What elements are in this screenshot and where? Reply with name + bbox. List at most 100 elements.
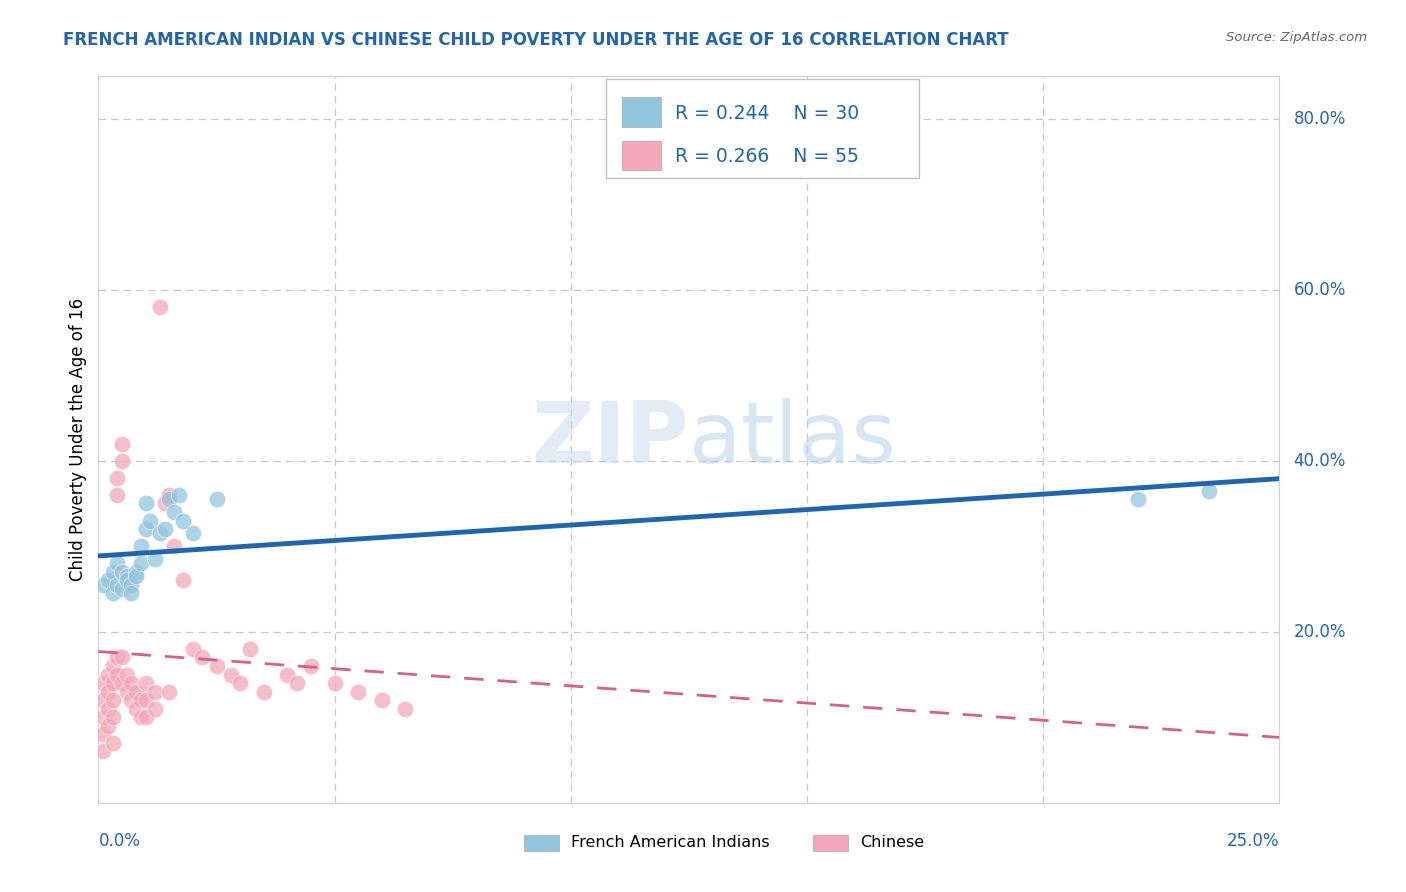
Text: ZIP: ZIP: [531, 398, 689, 481]
Point: [125, 684, 148, 698]
Point: [101, 736, 124, 750]
Point: [181, 641, 204, 656]
Point: [121, 586, 143, 600]
Point: [143, 684, 166, 698]
Point: [253, 684, 276, 698]
Point: [167, 488, 190, 502]
Point: [91, 710, 114, 724]
Point: [97, 702, 120, 716]
Point: [91, 727, 114, 741]
Point: [111, 436, 134, 450]
Point: [115, 684, 138, 698]
Point: [347, 684, 370, 698]
Point: [153, 496, 176, 510]
Point: [135, 693, 157, 707]
Point: [135, 676, 157, 690]
Text: 80.0%: 80.0%: [1294, 110, 1346, 128]
Point: [121, 676, 143, 690]
Y-axis label: Child Poverty Under the Age of 16: Child Poverty Under the Age of 16: [69, 298, 87, 581]
Text: FRENCH AMERICAN INDIAN VS CHINESE CHILD POVERTY UNDER THE AGE OF 16 CORRELATION : FRENCH AMERICAN INDIAN VS CHINESE CHILD …: [63, 31, 1010, 49]
Bar: [813, 835, 848, 851]
Point: [111, 582, 134, 596]
Point: [101, 676, 124, 690]
Point: [121, 578, 143, 592]
Point: [111, 676, 134, 690]
Point: [1198, 483, 1220, 498]
Point: [121, 693, 143, 707]
Point: [1126, 492, 1149, 507]
Point: [135, 496, 157, 510]
Point: [125, 569, 148, 583]
Point: [371, 693, 394, 707]
Point: [157, 684, 180, 698]
Point: [101, 693, 124, 707]
Point: [97, 719, 120, 733]
Text: Source: ZipAtlas.com: Source: ZipAtlas.com: [1226, 31, 1367, 45]
Point: [143, 552, 166, 566]
Point: [97, 684, 120, 698]
Point: [105, 650, 128, 665]
Point: [101, 659, 124, 673]
Point: [181, 526, 204, 541]
Point: [115, 574, 138, 588]
Point: [239, 641, 262, 656]
Point: [105, 578, 128, 592]
Point: [105, 667, 128, 681]
Point: [157, 492, 180, 507]
Point: [135, 522, 157, 536]
Point: [105, 557, 128, 571]
Point: [125, 702, 148, 716]
Text: Chinese: Chinese: [860, 835, 924, 850]
Point: [101, 586, 124, 600]
Text: 25.0%: 25.0%: [1227, 832, 1279, 850]
Point: [115, 667, 138, 681]
Point: [97, 574, 120, 588]
Point: [172, 574, 194, 588]
Point: [101, 710, 124, 724]
Point: [153, 522, 176, 536]
Point: [157, 488, 180, 502]
Point: [205, 659, 228, 673]
Point: [129, 539, 152, 553]
Point: [163, 539, 186, 553]
Point: [149, 526, 172, 541]
Point: [135, 710, 157, 724]
Point: [111, 565, 134, 579]
Point: [191, 650, 214, 665]
Point: [105, 488, 128, 502]
Point: [111, 650, 134, 665]
Bar: [621, 141, 661, 169]
Text: French American Indians: French American Indians: [571, 835, 769, 850]
Point: [276, 667, 298, 681]
Text: 0.0%: 0.0%: [98, 832, 141, 850]
Point: [139, 514, 162, 528]
Text: R = 0.244    N = 30: R = 0.244 N = 30: [675, 104, 859, 123]
Point: [205, 492, 228, 507]
Bar: [621, 97, 661, 127]
Bar: [523, 835, 560, 851]
Point: [323, 676, 346, 690]
Point: [91, 578, 114, 592]
Point: [143, 702, 166, 716]
Point: [91, 744, 114, 758]
Text: 20.0%: 20.0%: [1294, 623, 1346, 640]
Point: [129, 710, 152, 724]
Point: [97, 667, 120, 681]
Text: R = 0.266    N = 55: R = 0.266 N = 55: [675, 146, 859, 166]
Point: [91, 693, 114, 707]
Point: [91, 676, 114, 690]
Point: [105, 471, 128, 485]
FancyBboxPatch shape: [606, 79, 920, 178]
Point: [299, 659, 322, 673]
Point: [129, 693, 152, 707]
Point: [163, 505, 186, 519]
Point: [129, 557, 152, 571]
Point: [111, 453, 134, 467]
Point: [125, 565, 148, 579]
Text: atlas: atlas: [689, 398, 897, 481]
Point: [394, 702, 416, 716]
Point: [115, 569, 138, 583]
Point: [172, 514, 194, 528]
Point: [285, 676, 308, 690]
Point: [219, 667, 242, 681]
